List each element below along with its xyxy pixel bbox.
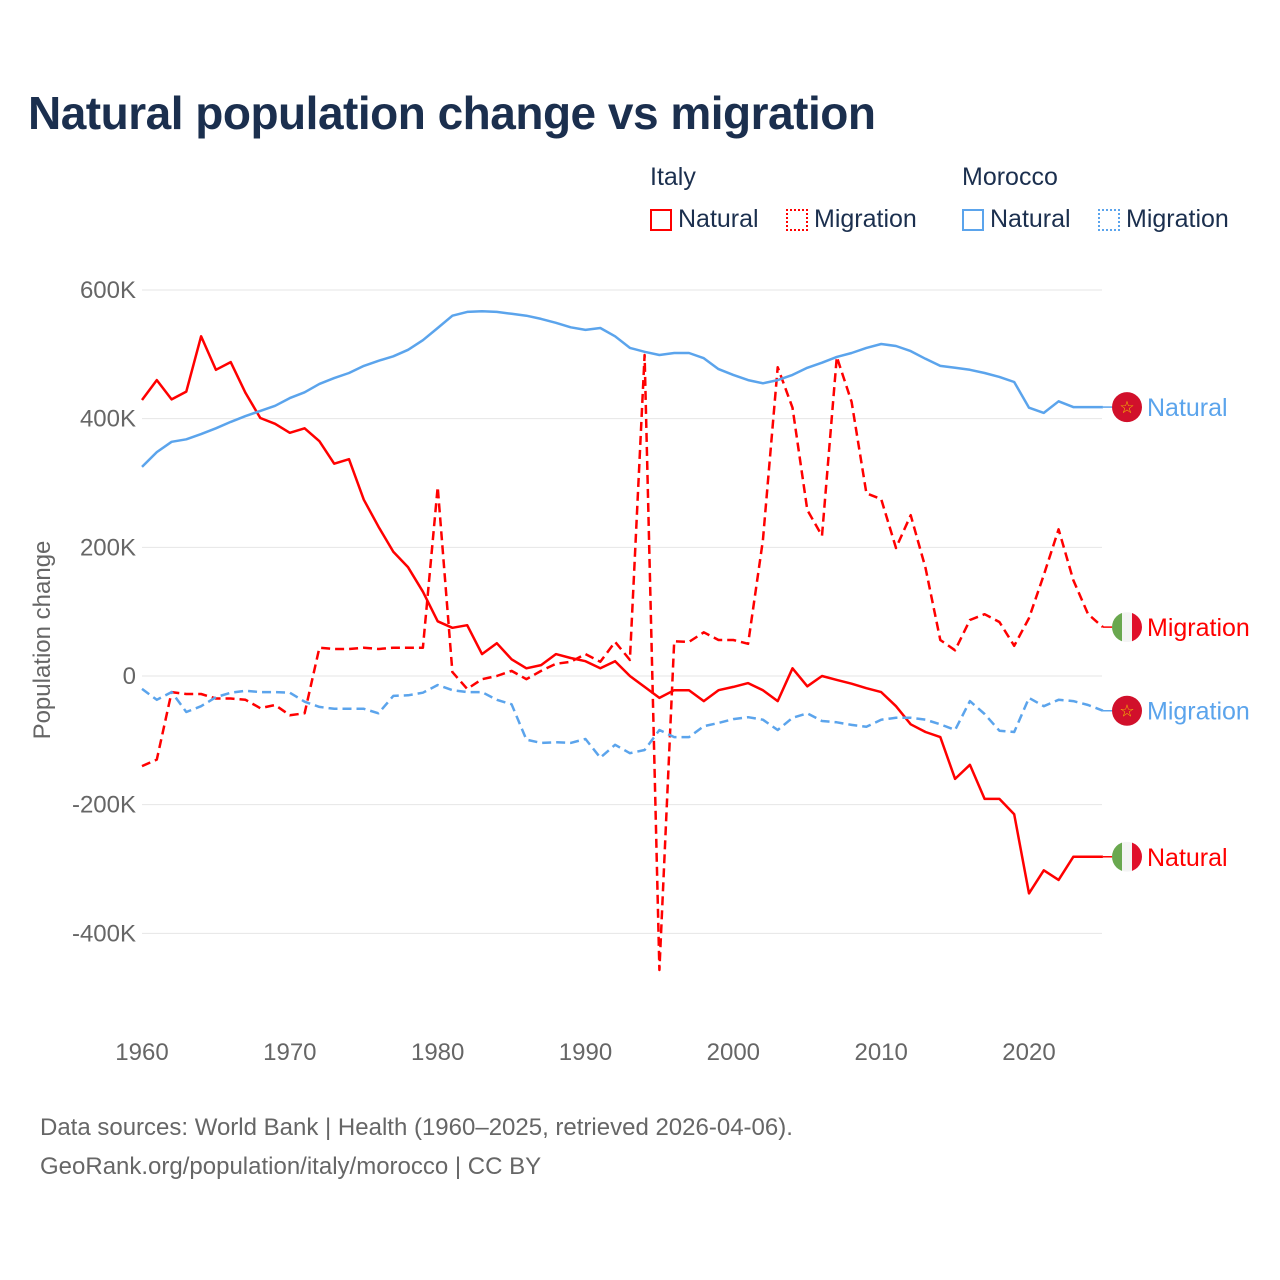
legend-swatch-dotted — [786, 208, 808, 231]
series-end-label: Migration — [1147, 614, 1250, 642]
y-axis-label: Population change — [29, 541, 56, 740]
flag-white — [1122, 612, 1132, 643]
flag-circle — [1112, 695, 1142, 726]
italy-flag-icon — [1112, 612, 1142, 643]
chart-title: Natural population change vs migration — [28, 87, 876, 139]
y-tick-label: 600K — [80, 277, 136, 304]
flag-stripes — [1112, 612, 1142, 643]
flag-red — [1132, 841, 1142, 872]
series-line-italy-migration — [141, 353, 1104, 972]
italy-flag-icon — [1112, 841, 1142, 872]
flag-white — [1122, 841, 1132, 872]
y-tick-label: -400K — [72, 920, 136, 947]
morocco-flag-icon: ☆ — [1112, 392, 1142, 423]
legend-label: Migration — [1126, 205, 1229, 233]
flag-stripes — [1112, 841, 1142, 872]
legend-group-italy: Italy — [650, 163, 696, 191]
series-end-label: Natural — [1147, 844, 1228, 872]
series-end-label: Natural — [1147, 394, 1228, 422]
star-icon: ☆ — [1119, 398, 1134, 418]
series-line-morocco-migration — [141, 683, 1104, 759]
legend-italy-natural[interactable]: Natural — [650, 205, 759, 234]
footer: Data sources: World Bank | Health (1960–… — [40, 1108, 793, 1186]
series-line-italy-natural — [140, 335, 1103, 895]
legend-swatch-solid — [650, 208, 672, 231]
legend-morocco-natural[interactable]: Natural — [962, 205, 1071, 234]
legend-swatch-solid — [962, 208, 984, 231]
legend-group-morocco: Morocco — [962, 163, 1058, 191]
x-tick-label: 2010 — [854, 1039, 907, 1066]
x-tick-label: 1990 — [559, 1039, 612, 1066]
x-tick-label: 1970 — [263, 1039, 316, 1066]
series-line-morocco-natural — [141, 309, 1103, 468]
x-tick-label: 2000 — [707, 1039, 760, 1066]
x-tick-label: 2020 — [1002, 1039, 1055, 1066]
flag-red — [1132, 612, 1142, 643]
flag-circle — [1112, 392, 1142, 423]
x-tick-label: 1980 — [411, 1039, 464, 1066]
legend-morocco-migration[interactable]: Migration — [1098, 205, 1229, 234]
legend-label: Natural — [990, 205, 1071, 233]
y-tick-label: 400K — [80, 406, 136, 433]
legend-italy-migration[interactable]: Migration — [786, 205, 917, 234]
source-link[interactable]: GeoRank.org/population/italy/morocco | C… — [40, 1153, 542, 1180]
data-source-note: Data sources: World Bank | Health (1960–… — [40, 1114, 793, 1141]
legend-label: Natural — [678, 205, 759, 233]
y-tick-label: -200K — [72, 792, 136, 819]
star-icon: ☆ — [1119, 702, 1134, 722]
flag-green — [1112, 612, 1122, 643]
morocco-flag-icon: ☆ — [1112, 695, 1142, 726]
y-tick-label: 200K — [80, 534, 136, 561]
legend-swatch-dotted — [1098, 208, 1120, 231]
legend-label: Migration — [814, 205, 917, 233]
flag-green — [1112, 841, 1122, 872]
y-tick-label: 0 — [123, 663, 136, 690]
x-tick-label: 1960 — [115, 1039, 168, 1066]
series-end-label: Migration — [1147, 698, 1250, 726]
